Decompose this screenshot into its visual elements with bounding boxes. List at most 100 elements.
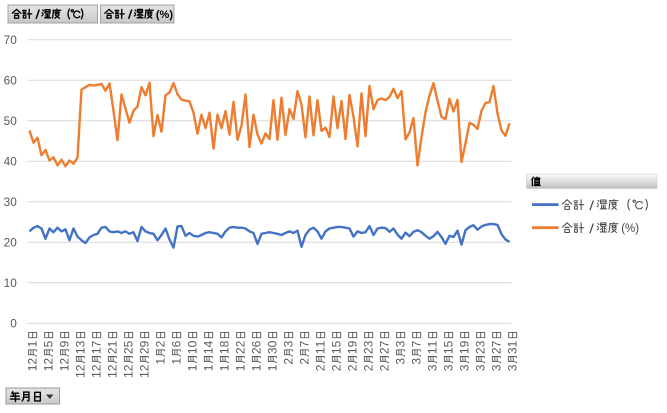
svg-text:1: 1 bbox=[58, 364, 72, 371]
svg-text:1: 1 bbox=[442, 347, 456, 354]
svg-text:30: 30 bbox=[4, 195, 18, 209]
svg-text:1: 1 bbox=[330, 347, 344, 354]
svg-text:1: 1 bbox=[74, 371, 88, 378]
svg-text:50: 50 bbox=[4, 114, 18, 128]
svg-text:1: 1 bbox=[186, 347, 200, 354]
svg-text:1: 1 bbox=[122, 371, 136, 378]
svg-text:2: 2 bbox=[378, 364, 392, 371]
svg-text:6: 6 bbox=[250, 340, 264, 347]
svg-text:1: 1 bbox=[90, 371, 104, 378]
svg-text:1: 1 bbox=[218, 364, 232, 371]
svg-text:3: 3 bbox=[506, 364, 520, 371]
svg-text:20: 20 bbox=[4, 235, 18, 249]
svg-text:2: 2 bbox=[490, 347, 504, 354]
svg-text:2: 2 bbox=[298, 358, 312, 365]
svg-text:0: 0 bbox=[10, 316, 17, 330]
svg-text:2: 2 bbox=[362, 364, 376, 371]
svg-text:5: 5 bbox=[122, 340, 136, 347]
svg-text:3: 3 bbox=[74, 340, 88, 347]
svg-text:1: 1 bbox=[426, 347, 440, 354]
svg-text:3: 3 bbox=[442, 364, 456, 371]
svg-text:5: 5 bbox=[442, 340, 456, 347]
svg-text:5: 5 bbox=[330, 340, 344, 347]
svg-text:1: 1 bbox=[154, 358, 168, 365]
svg-text:1: 1 bbox=[458, 347, 472, 354]
svg-text:1: 1 bbox=[90, 347, 104, 354]
svg-text:9: 9 bbox=[458, 340, 472, 347]
svg-text:2: 2 bbox=[122, 364, 136, 371]
svg-text:7: 7 bbox=[378, 340, 392, 347]
svg-text:9: 9 bbox=[58, 340, 72, 347]
svg-text:1: 1 bbox=[234, 364, 248, 371]
svg-text:60: 60 bbox=[4, 73, 18, 87]
svg-text:3: 3 bbox=[474, 340, 488, 347]
svg-text:7: 7 bbox=[90, 340, 104, 347]
svg-text:3: 3 bbox=[458, 364, 472, 371]
svg-text:3: 3 bbox=[490, 364, 504, 371]
svg-text:1: 1 bbox=[266, 364, 280, 371]
svg-text:2: 2 bbox=[250, 347, 264, 354]
svg-text:2: 2 bbox=[474, 347, 488, 354]
svg-text:(%): (%) bbox=[156, 9, 173, 21]
svg-text:9: 9 bbox=[346, 340, 360, 347]
svg-text:7: 7 bbox=[490, 340, 504, 347]
svg-text:1: 1 bbox=[186, 364, 200, 371]
svg-text:1: 1 bbox=[346, 347, 360, 354]
svg-text:7: 7 bbox=[298, 340, 312, 347]
svg-text:1: 1 bbox=[26, 364, 40, 371]
svg-text:2: 2 bbox=[378, 347, 392, 354]
svg-text:2: 2 bbox=[138, 347, 152, 354]
svg-text:6: 6 bbox=[170, 340, 184, 347]
svg-text:1: 1 bbox=[138, 371, 152, 378]
svg-text:1: 1 bbox=[218, 347, 232, 354]
svg-text:4: 4 bbox=[202, 340, 216, 347]
svg-text:1: 1 bbox=[106, 340, 120, 347]
svg-text:3: 3 bbox=[362, 340, 376, 347]
svg-text:70: 70 bbox=[4, 33, 18, 47]
svg-text:1: 1 bbox=[202, 347, 216, 354]
svg-text:5: 5 bbox=[42, 340, 56, 347]
svg-text:3: 3 bbox=[266, 347, 280, 354]
svg-text:3: 3 bbox=[426, 364, 440, 371]
svg-text:1: 1 bbox=[42, 364, 56, 371]
svg-text:1: 1 bbox=[426, 340, 440, 347]
svg-text:2: 2 bbox=[362, 347, 376, 354]
svg-text:2: 2 bbox=[330, 364, 344, 371]
svg-text:2: 2 bbox=[42, 358, 56, 365]
svg-text:1: 1 bbox=[202, 364, 216, 371]
svg-text:40: 40 bbox=[4, 154, 18, 168]
svg-text:2: 2 bbox=[282, 358, 296, 365]
svg-text:3: 3 bbox=[506, 347, 520, 354]
svg-text:1: 1 bbox=[74, 347, 88, 354]
svg-text:1: 1 bbox=[26, 340, 40, 347]
svg-text:(%): (%) bbox=[621, 223, 639, 235]
svg-text:2: 2 bbox=[106, 347, 120, 354]
svg-text:9: 9 bbox=[138, 340, 152, 347]
svg-text:2: 2 bbox=[138, 364, 152, 371]
svg-text:8: 8 bbox=[218, 340, 232, 347]
svg-text:2: 2 bbox=[122, 347, 136, 354]
svg-text:3: 3 bbox=[282, 340, 296, 347]
svg-text:2: 2 bbox=[74, 364, 88, 371]
svg-text:3: 3 bbox=[474, 364, 488, 371]
svg-text:2: 2 bbox=[106, 364, 120, 371]
svg-text:3: 3 bbox=[394, 340, 408, 347]
svg-text:2: 2 bbox=[314, 364, 328, 371]
svg-text:2: 2 bbox=[234, 340, 248, 347]
svg-text:7: 7 bbox=[410, 340, 424, 347]
svg-text:2: 2 bbox=[26, 358, 40, 365]
svg-text:2: 2 bbox=[90, 364, 104, 371]
svg-text:3: 3 bbox=[410, 358, 424, 365]
svg-text:10: 10 bbox=[4, 276, 18, 290]
svg-text:2: 2 bbox=[346, 364, 360, 371]
svg-text:0: 0 bbox=[266, 340, 280, 347]
svg-text:1: 1 bbox=[506, 340, 520, 347]
svg-text:1: 1 bbox=[250, 364, 264, 371]
svg-text:2: 2 bbox=[58, 358, 72, 365]
svg-text:3: 3 bbox=[394, 358, 408, 365]
svg-text:2: 2 bbox=[234, 347, 248, 354]
svg-text:1: 1 bbox=[314, 340, 328, 347]
svg-text:0: 0 bbox=[186, 340, 200, 347]
svg-text:1: 1 bbox=[106, 371, 120, 378]
svg-text:1: 1 bbox=[170, 358, 184, 365]
